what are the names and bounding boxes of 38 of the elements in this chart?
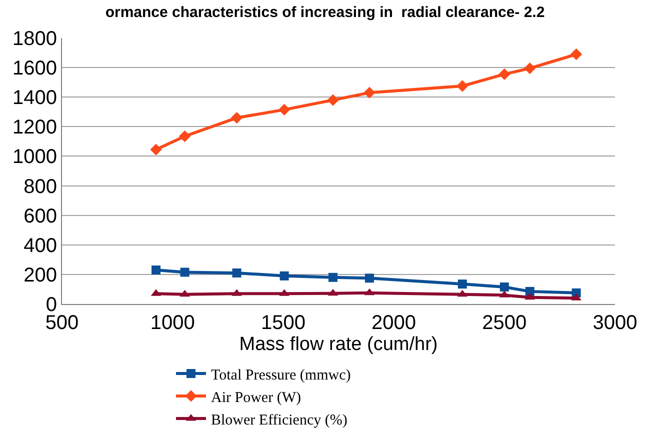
y-tick-label: 600 bbox=[24, 205, 57, 228]
y-tick-label: 1200 bbox=[12, 116, 57, 139]
x-tick-label: 1000 bbox=[150, 312, 195, 334]
point bbox=[328, 272, 338, 282]
point bbox=[327, 94, 339, 106]
point bbox=[278, 104, 290, 116]
point bbox=[150, 144, 162, 156]
point bbox=[364, 86, 376, 99]
point bbox=[232, 268, 242, 278]
point bbox=[280, 271, 289, 280]
y-tick-label: 400 bbox=[24, 234, 57, 257]
legend-label: Blower Efficiency (%) bbox=[211, 412, 348, 428]
point bbox=[180, 268, 190, 277]
point bbox=[456, 80, 468, 92]
point bbox=[524, 62, 536, 74]
y-tick-label: 1600 bbox=[12, 58, 57, 80]
legend-label: Total Pressure (mmwc) bbox=[211, 367, 351, 384]
y-tick-label: 1800 bbox=[12, 28, 57, 50]
point bbox=[570, 48, 582, 60]
x-axis-title: Mass flow rate (cum/hr) bbox=[239, 334, 438, 355]
point bbox=[230, 112, 243, 124]
point bbox=[178, 130, 191, 142]
y-tick-label: 1000 bbox=[12, 146, 57, 168]
point bbox=[458, 280, 467, 289]
y-tick-label: 1400 bbox=[12, 87, 57, 110]
legend-label: Air Power (W) bbox=[211, 390, 301, 406]
x-tick-label: 2500 bbox=[482, 312, 527, 334]
x-tick-label: 3000 bbox=[592, 312, 638, 334]
chart-title: ormance characteristics of increasing in radial clearance- 2.2 bbox=[105, 4, 545, 22]
point bbox=[500, 282, 509, 292]
y-tick-label: 800 bbox=[24, 176, 57, 198]
point bbox=[498, 68, 510, 80]
point bbox=[152, 266, 161, 275]
x-tick-label: 2000 bbox=[372, 312, 416, 334]
y-tick-label: 200 bbox=[24, 264, 57, 286]
x-tick-label: 1500 bbox=[260, 312, 306, 334]
point bbox=[364, 274, 374, 283]
point bbox=[180, 290, 190, 297]
